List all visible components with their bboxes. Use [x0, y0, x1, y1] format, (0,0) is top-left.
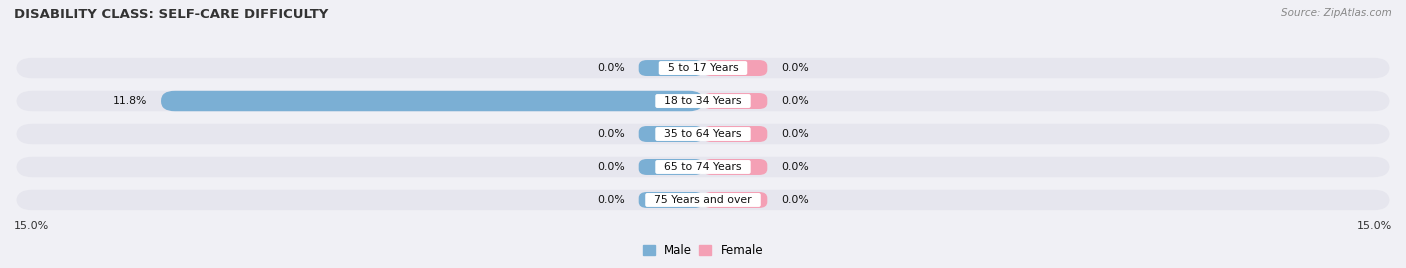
FancyBboxPatch shape — [17, 91, 1389, 111]
Text: 0.0%: 0.0% — [782, 195, 808, 205]
FancyBboxPatch shape — [703, 60, 768, 76]
FancyBboxPatch shape — [703, 126, 768, 142]
Text: 0.0%: 0.0% — [598, 162, 624, 172]
Text: 0.0%: 0.0% — [598, 195, 624, 205]
Text: 0.0%: 0.0% — [782, 96, 808, 106]
FancyBboxPatch shape — [638, 60, 703, 76]
FancyBboxPatch shape — [17, 124, 1389, 144]
Text: 0.0%: 0.0% — [782, 63, 808, 73]
Text: 65 to 74 Years: 65 to 74 Years — [657, 162, 749, 172]
Text: 18 to 34 Years: 18 to 34 Years — [657, 96, 749, 106]
FancyBboxPatch shape — [638, 126, 703, 142]
Text: 5 to 17 Years: 5 to 17 Years — [661, 63, 745, 73]
FancyBboxPatch shape — [703, 192, 768, 208]
Text: 15.0%: 15.0% — [14, 221, 49, 231]
FancyBboxPatch shape — [17, 58, 1389, 78]
Text: 0.0%: 0.0% — [782, 162, 808, 172]
FancyBboxPatch shape — [638, 159, 703, 175]
FancyBboxPatch shape — [17, 190, 1389, 210]
FancyBboxPatch shape — [638, 93, 703, 109]
Text: DISABILITY CLASS: SELF-CARE DIFFICULTY: DISABILITY CLASS: SELF-CARE DIFFICULTY — [14, 8, 329, 21]
FancyBboxPatch shape — [703, 93, 768, 109]
Text: 0.0%: 0.0% — [782, 129, 808, 139]
FancyBboxPatch shape — [703, 159, 768, 175]
FancyBboxPatch shape — [17, 157, 1389, 177]
Text: Source: ZipAtlas.com: Source: ZipAtlas.com — [1281, 8, 1392, 18]
Text: 35 to 64 Years: 35 to 64 Years — [657, 129, 749, 139]
Text: 15.0%: 15.0% — [1357, 221, 1392, 231]
Text: 0.0%: 0.0% — [598, 129, 624, 139]
Text: 0.0%: 0.0% — [598, 63, 624, 73]
FancyBboxPatch shape — [638, 192, 703, 208]
Text: 11.8%: 11.8% — [112, 96, 148, 106]
FancyBboxPatch shape — [162, 91, 703, 111]
Legend: Male, Female: Male, Female — [638, 239, 768, 262]
Text: 75 Years and over: 75 Years and over — [647, 195, 759, 205]
